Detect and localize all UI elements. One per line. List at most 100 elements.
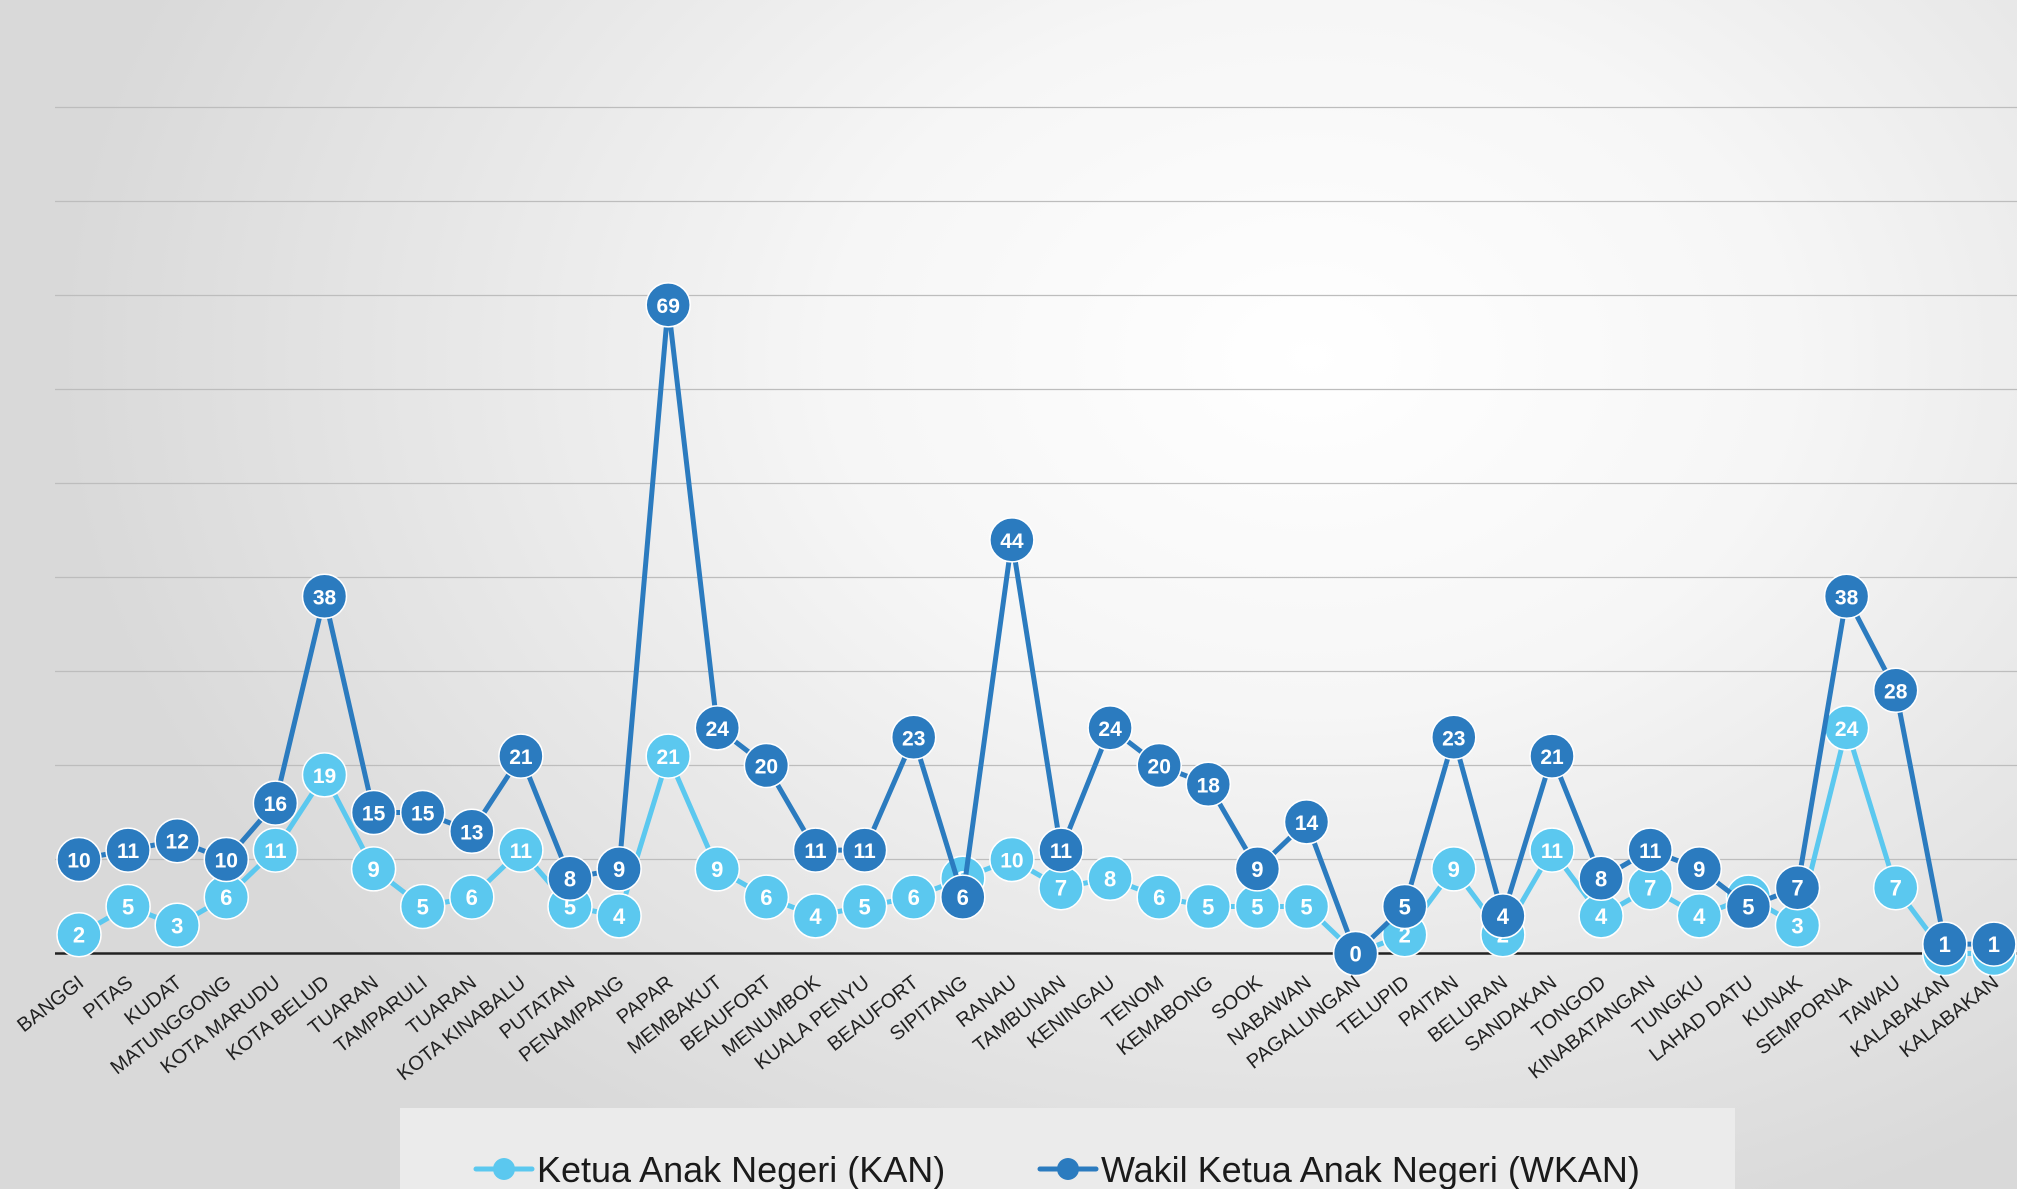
data-label: 23 — [1442, 727, 1465, 750]
data-point — [105, 883, 151, 930]
data-point — [890, 714, 937, 761]
data-label: 38 — [1835, 586, 1859, 609]
data-point — [301, 573, 348, 620]
data-label: 10 — [1000, 850, 1023, 873]
data-point — [399, 883, 446, 930]
data-label: 6 — [957, 885, 969, 910]
data-label: 11 — [853, 840, 876, 863]
data-point — [1529, 827, 1575, 873]
data-point — [1381, 883, 1428, 930]
data-point — [1185, 883, 1232, 930]
data-label: 5 — [858, 895, 870, 920]
data-point — [301, 752, 348, 798]
data-label: 8 — [1595, 866, 1607, 891]
data-point — [1332, 930, 1379, 977]
data-label: 4 — [1595, 904, 1608, 929]
data-label: 15 — [362, 803, 386, 826]
legend-item-kan: Ketua Anak Negeri (KAN) — [473, 1149, 945, 1189]
data-label: 5 — [1300, 895, 1312, 920]
data-label: 6 — [760, 885, 772, 910]
data-label: 11 — [1639, 840, 1662, 863]
data-label: 4 — [1693, 904, 1706, 929]
data-label: 1 — [1988, 932, 2000, 957]
data-label: 12 — [166, 831, 189, 854]
data-label: 4 — [809, 904, 822, 929]
data-point — [105, 827, 151, 873]
data-label: 9 — [367, 857, 379, 882]
legend-kan-label: Ketua Anak Negeri (KAN) — [537, 1149, 945, 1189]
data-point — [940, 874, 986, 920]
data-label: 7 — [1791, 876, 1803, 901]
data-label: 5 — [122, 895, 134, 920]
data-point — [1676, 846, 1723, 892]
data-point — [1480, 893, 1526, 939]
data-point — [498, 733, 544, 779]
data-label: 8 — [564, 866, 576, 891]
data-point — [252, 780, 299, 826]
data-point — [1725, 883, 1772, 930]
data-label: 10 — [67, 850, 90, 873]
series-line — [76, 302, 1997, 956]
data-point — [547, 855, 593, 902]
data-label: 21 — [657, 746, 681, 769]
data-label: 11 — [1541, 840, 1564, 863]
data-label: 28 — [1884, 680, 1908, 703]
data-label: 21 — [509, 746, 533, 769]
data-point — [1872, 864, 1919, 911]
data-point — [56, 836, 102, 883]
data-label: 8 — [1104, 866, 1116, 891]
data-label: 16 — [264, 793, 287, 816]
legend-kan-marker — [493, 1158, 515, 1180]
gridlines — [55, 106, 2017, 861]
data-point — [399, 789, 446, 836]
data-label: 2 — [73, 923, 85, 948]
data-label: 9 — [1448, 857, 1460, 882]
data-label: 38 — [313, 586, 337, 609]
data-point — [596, 893, 642, 939]
data-point — [1529, 733, 1575, 779]
data-label: 5 — [1742, 895, 1754, 920]
data-label: 3 — [1791, 913, 1803, 938]
data-point — [1038, 827, 1084, 873]
data-point — [1578, 855, 1624, 902]
x-tick-label: BANGGI — [13, 972, 88, 1037]
data-label: 4 — [613, 904, 626, 929]
data-label: 14 — [1295, 812, 1319, 835]
data-label: 9 — [1693, 857, 1705, 882]
data-label: 11 — [264, 840, 287, 863]
data-point — [645, 733, 691, 779]
data-label: 10 — [215, 850, 238, 873]
data-label: 21 — [1540, 746, 1564, 769]
data-point — [1823, 573, 1870, 620]
data-label: 11 — [510, 840, 533, 863]
data-label: 11 — [117, 840, 140, 863]
data-label: 1 — [1939, 932, 1951, 957]
data-label: 7 — [1644, 876, 1656, 901]
data-point — [1676, 893, 1723, 939]
data-label: 6 — [220, 885, 232, 910]
data-label: 9 — [613, 857, 625, 882]
data-point — [694, 846, 741, 892]
data-point — [449, 874, 495, 920]
data-point — [56, 911, 102, 958]
data-label: 11 — [804, 840, 827, 863]
data-label: 24 — [1835, 718, 1859, 741]
data-point — [743, 742, 790, 789]
data-label: 6 — [466, 885, 478, 910]
data-point — [989, 517, 1035, 563]
data-point — [1627, 827, 1673, 873]
legend: Ketua Anak Negeri (KAN) Wakil Ketua Anak… — [400, 1108, 1735, 1189]
data-point — [203, 836, 250, 883]
data-point — [743, 874, 790, 920]
data-point — [596, 846, 642, 892]
data-point — [154, 817, 200, 864]
data-label: 6 — [1153, 885, 1165, 910]
data-label: 5 — [1251, 895, 1263, 920]
data-point — [498, 827, 544, 873]
series-kan: 2536111995611542196456810786555029211474… — [56, 705, 2017, 977]
data-label: 20 — [1148, 756, 1171, 779]
data-point — [890, 874, 937, 920]
